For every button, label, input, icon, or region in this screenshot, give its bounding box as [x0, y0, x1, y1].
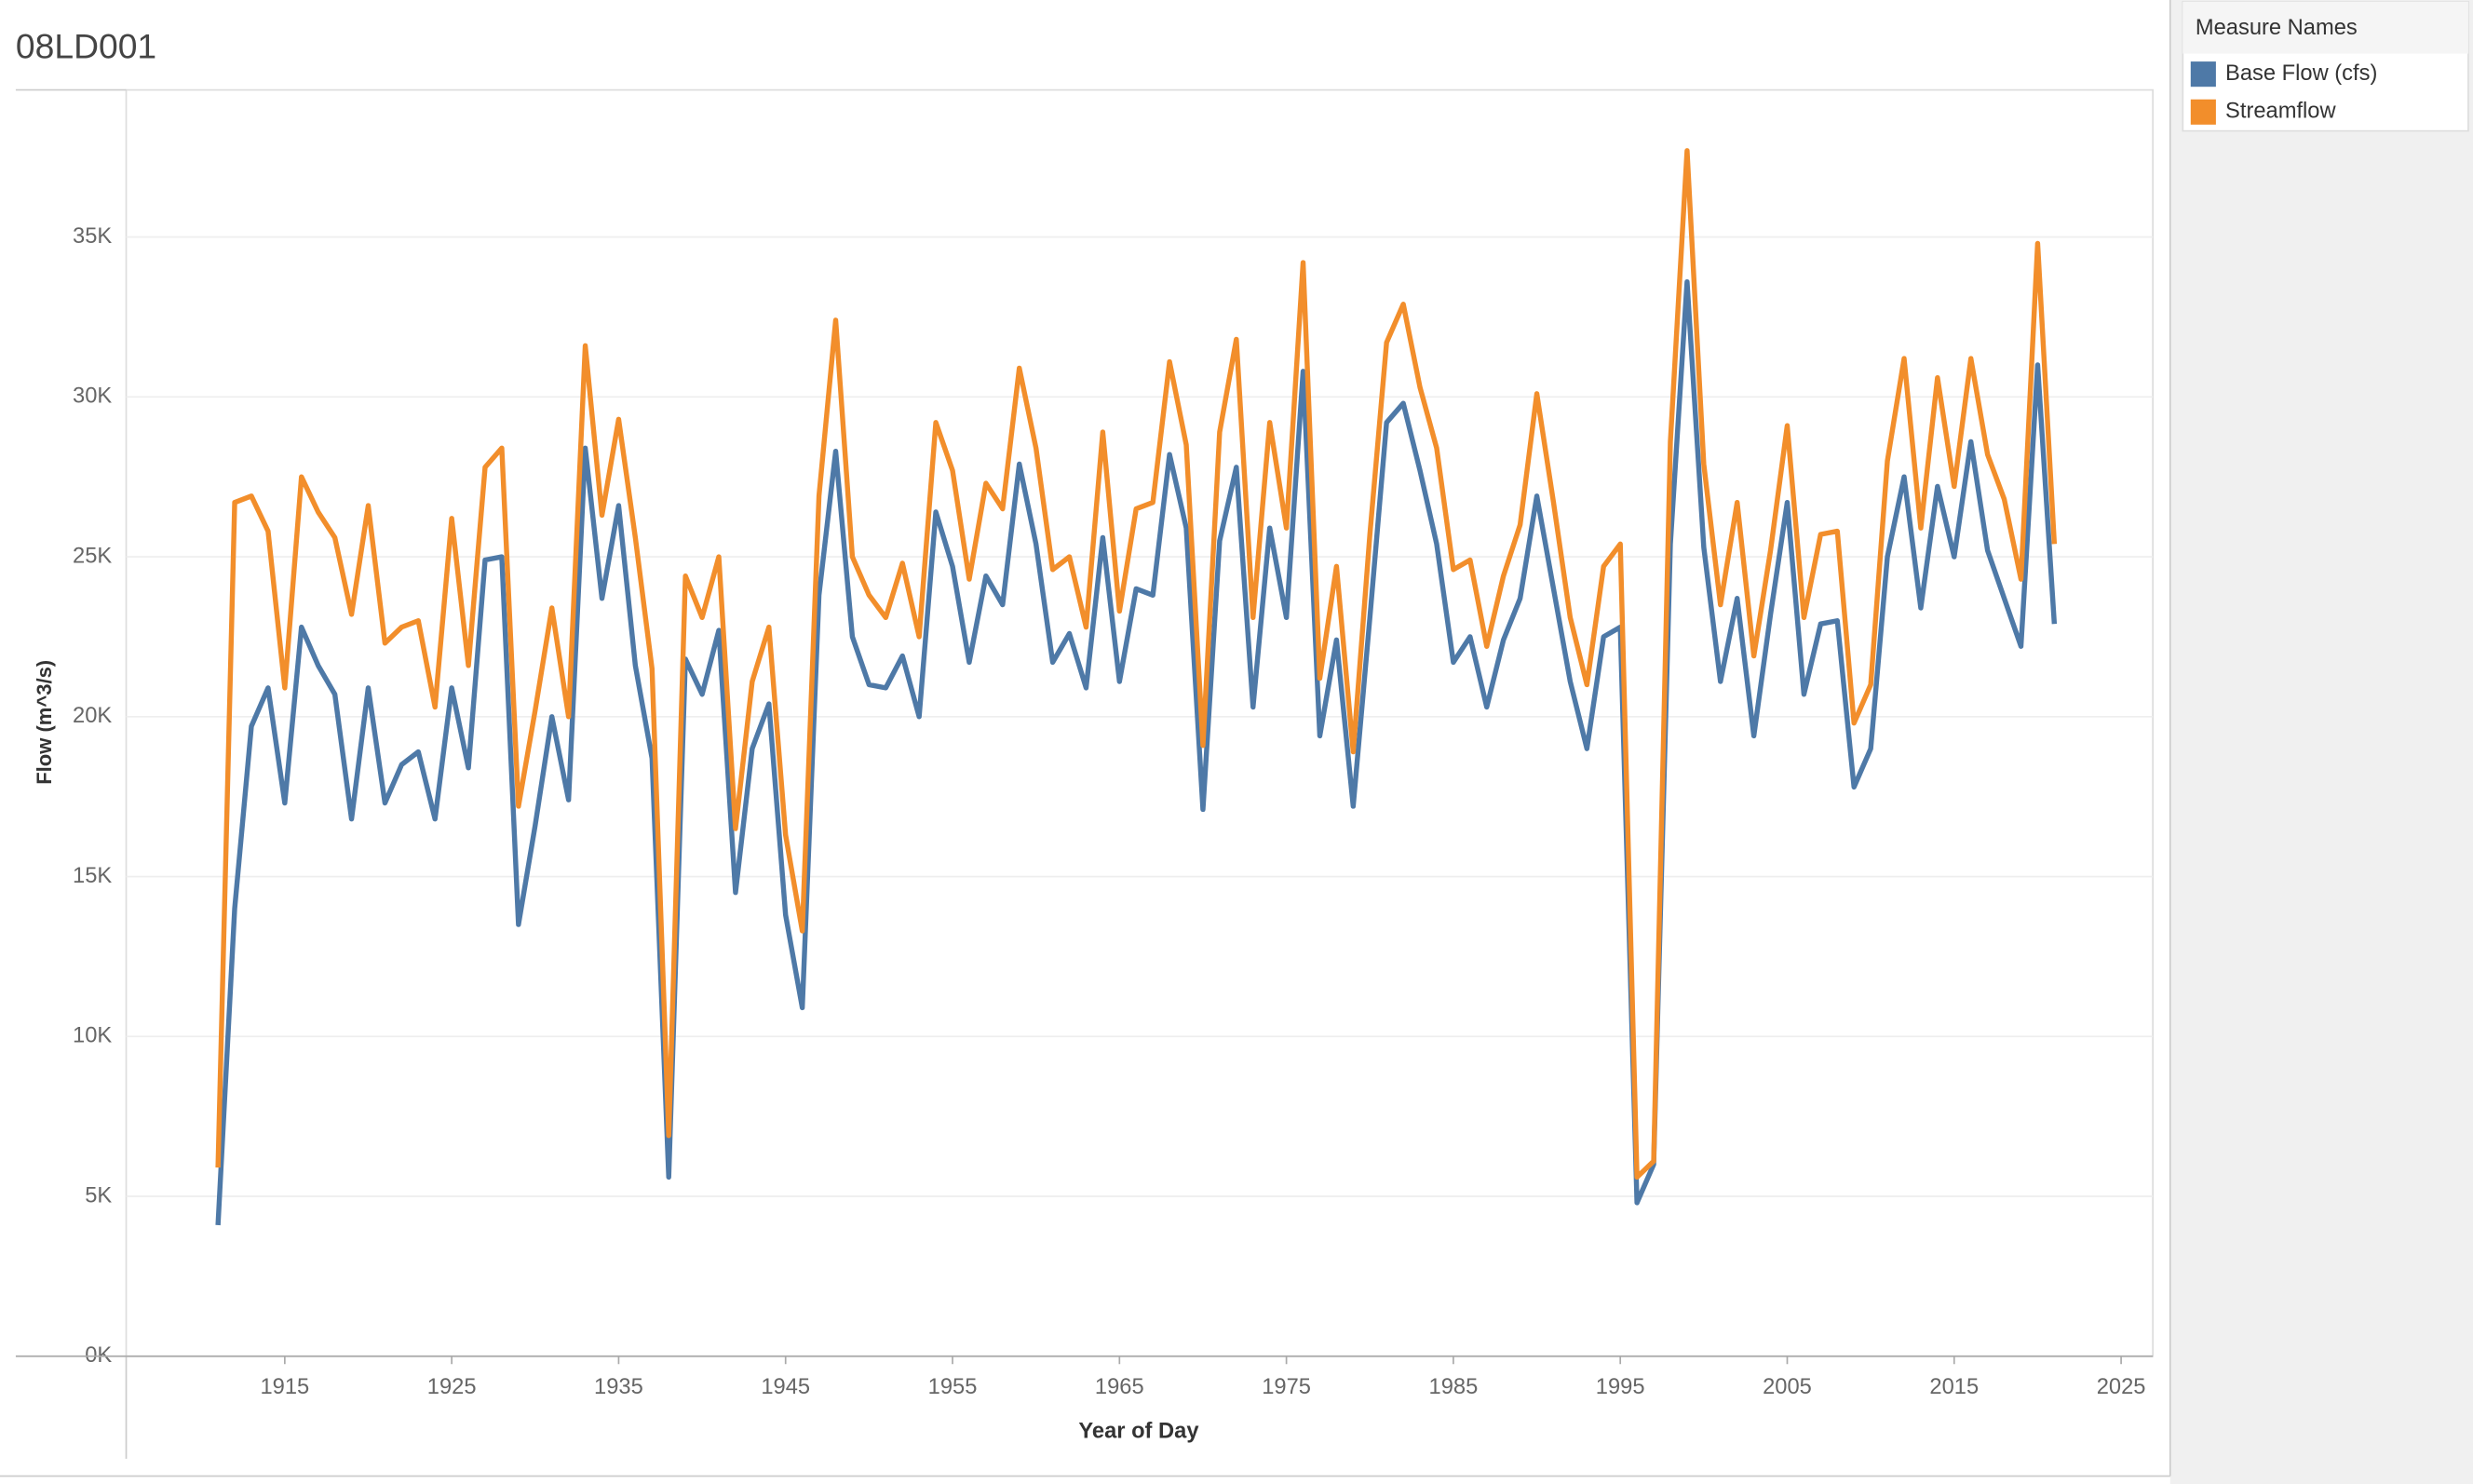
y-tick-label: 5K	[85, 1183, 112, 1207]
series-line	[215, 148, 2058, 1180]
y-tick-label: 35K	[73, 224, 112, 249]
x-tick-label: 1965	[1095, 1375, 1144, 1399]
y-tick-label: 15K	[73, 864, 112, 888]
x-tick-label: 1915	[260, 1375, 309, 1399]
x-tick-label: 1925	[427, 1375, 477, 1399]
legend-header	[2182, 1, 2468, 54]
legend-swatch	[2190, 99, 2216, 125]
series-line	[215, 278, 2058, 1226]
x-tick-label: 2015	[1929, 1375, 1979, 1399]
x-tick-label: 1945	[761, 1375, 810, 1399]
x-tick-label: 2005	[1763, 1375, 1812, 1399]
x-tick-label: 1995	[1596, 1375, 1645, 1399]
y-tick-label: 30K	[73, 384, 112, 409]
legend-title: Measure Names	[2196, 16, 2358, 40]
x-tick-label: 1955	[928, 1375, 978, 1399]
y-tick-label: 10K	[73, 1024, 112, 1048]
x-tick-label: 1985	[1429, 1375, 1479, 1399]
side-panel	[2169, 0, 2473, 1484]
x-tick-label: 1935	[594, 1375, 643, 1399]
x-tick-label: 1975	[1262, 1375, 1311, 1399]
x-tick-label: 2025	[2097, 1375, 2146, 1399]
legend-label: Base Flow (cfs)	[2225, 61, 2377, 86]
chart-title: 08LD001	[16, 26, 156, 65]
y-tick-label: 20K	[73, 704, 112, 728]
legend-label: Streamflow	[2225, 100, 2336, 124]
legend-swatch	[2190, 61, 2216, 88]
y-axis-label: Flow (m^3/s)	[33, 660, 56, 785]
y-tick-label: 25K	[73, 544, 112, 568]
x-axis-label: Year of Day	[1078, 1419, 1199, 1443]
